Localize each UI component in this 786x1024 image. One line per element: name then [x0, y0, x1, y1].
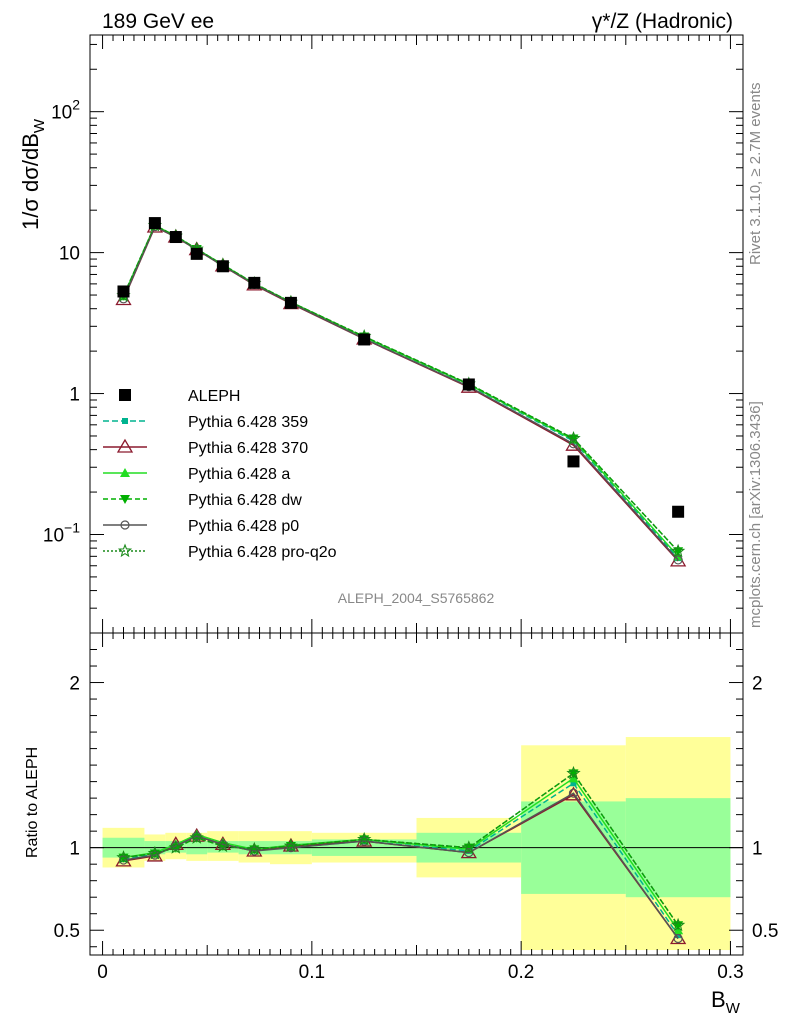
- pythia-6-428-p0-ratio-line: [123, 792, 679, 939]
- analysis-label: ALEPH_2004_S5765862: [338, 590, 495, 606]
- pythia-6-428-pro-q2o-ratio-point: [566, 765, 581, 780]
- legend-marker: [117, 543, 133, 558]
- pythia-6-428-p0-ratio-point: [249, 846, 259, 856]
- header-left: 189 GeV ee: [102, 10, 214, 33]
- pythia-6-428-pro-q2o-ratio-point: [357, 831, 372, 846]
- pythia-6-428-p0-ratio-point: [359, 836, 369, 846]
- source-label: mcplots.cern.ch [arXiv:1306.3436]: [747, 401, 764, 628]
- main-y-tick-label: 10: [59, 244, 80, 265]
- main-y-tick-label: 10−1: [43, 519, 80, 546]
- ratio-y-tick-label: 2: [69, 674, 80, 695]
- pythia-6-428-pro-q2o-ratio-point: [189, 830, 204, 844]
- aleph-data-point: [672, 505, 685, 518]
- legend-marker: [120, 520, 130, 530]
- legend-label: Pythia 6.428 pro-q2o: [188, 544, 337, 561]
- legend-label: ALEPH: [188, 388, 240, 405]
- legend-marker: [120, 495, 130, 504]
- header-right: γ*/Z (Hadronic): [592, 10, 733, 33]
- aleph-data-point: [462, 378, 475, 391]
- pythia-6-428-pro-q2o-ratio-point: [283, 838, 299, 853]
- ratio-y-tick-label: 0.5: [54, 921, 80, 942]
- x-tick-label: 0.2: [508, 962, 534, 983]
- aleph-data-point: [117, 285, 130, 298]
- ratio-y-tick-label: 2: [752, 674, 763, 695]
- aleph-data-point: [284, 296, 297, 309]
- pythia-6-428-pro-q2o-ratio-point: [461, 840, 476, 854]
- rivet-version-label: Rivet 3.1.10, ≥ 2.7M events: [747, 83, 764, 266]
- pythia-6-428-pro-q2o-ratio-point: [147, 845, 163, 860]
- pythia-6-428-pro-q2o-ratio-point: [116, 850, 131, 864]
- legend-label: Pythia 6.428 p0: [188, 518, 299, 535]
- aleph-data-point: [190, 247, 203, 260]
- x-tick-label: 0: [97, 962, 108, 983]
- pythia-6-428-pro-q2o-ratio-line: [123, 772, 679, 926]
- pythia-6-428-359-ratio-point: [570, 780, 577, 787]
- aleph-data-point: [358, 333, 371, 346]
- main-y-tick-label: 102: [51, 97, 80, 124]
- pythia-6-428-pro-q2o-ratio-point: [215, 838, 231, 853]
- pythia-6-428-pro-q2o-ratio-point: [247, 841, 262, 856]
- ratio-y-tick-label: 0.5: [752, 921, 778, 942]
- ratio-y-tick-label: 1: [69, 839, 80, 860]
- main-y-axis-label: 1/σ dσ/dBW: [18, 118, 48, 230]
- aleph-data-point: [567, 455, 580, 468]
- pythia-6-428-pro-q2o-point: [566, 431, 581, 445]
- ratio-y-axis-label: Ratio to ALEPH: [24, 747, 41, 858]
- legend-marker: [119, 389, 131, 401]
- aleph-data-point: [216, 260, 229, 273]
- aleph-data-point: [169, 231, 182, 244]
- legend-label: Pythia 6.428 dw: [188, 492, 302, 509]
- legend-label: Pythia 6.428 a: [188, 466, 290, 483]
- legend-marker: [116, 438, 134, 453]
- pythia-6-428-p0-ratio-point: [150, 850, 160, 860]
- x-axis-label: BW: [711, 987, 741, 1017]
- pythia-6-428-pro-q2o-ratio-point: [670, 917, 686, 932]
- legend-marker: [120, 468, 130, 477]
- legend-label: Pythia 6.428 370: [188, 440, 308, 457]
- legend-marker: [122, 418, 128, 424]
- pythia-6-428-p0-ratio-point: [118, 855, 129, 865]
- pythia-6-428-p0-point: [673, 555, 683, 565]
- x-tick-label: 0.1: [299, 962, 325, 983]
- x-tick-label: 0.3: [717, 962, 743, 983]
- aleph-data-point: [148, 217, 161, 230]
- pythia-6-428-pro-q2o-ratio-point: [168, 840, 183, 854]
- pythia-6-428-p0-ratio-point: [568, 788, 579, 798]
- main-y-tick-label: 1: [69, 385, 80, 406]
- pythia-6-428-p0-ratio-point: [286, 843, 296, 853]
- aleph-data-point: [248, 276, 261, 289]
- pythia-6-428-359-ratio-point: [675, 932, 682, 939]
- legend-label: Pythia 6.428 359: [188, 414, 308, 431]
- ratio-y-tick-label: 1: [752, 839, 763, 860]
- pythia-6-428-pro-q2o-point: [670, 543, 686, 558]
- pythia-6-428-p0-ratio-point: [673, 933, 683, 944]
